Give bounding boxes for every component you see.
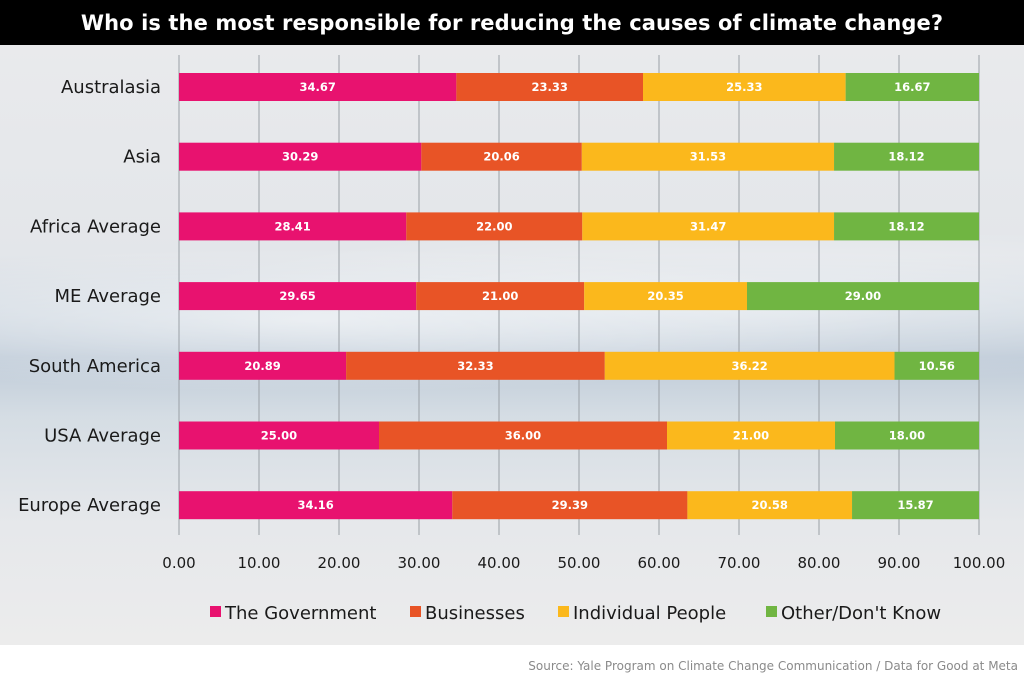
bar-segment (604, 351, 895, 380)
data-label: 10.56 (919, 359, 955, 373)
data-label: 31.53 (690, 150, 726, 164)
x-tick-label: 30.00 (398, 554, 441, 572)
legend-label: Businesses (425, 603, 525, 624)
x-tick-label: 10.00 (238, 554, 281, 572)
bar-segment (179, 491, 453, 520)
data-label: 23.33 (531, 80, 567, 94)
data-label: 18.12 (888, 150, 924, 164)
bar-segment (584, 282, 747, 311)
data-label: 15.87 (897, 498, 933, 512)
bar-segment (667, 421, 835, 450)
x-tick-label: 60.00 (638, 554, 681, 572)
data-label: 28.41 (274, 219, 310, 233)
bars: 34.67 23.33 25.33 16.67 30.29 20.06 31.53 18.12… (179, 73, 979, 520)
legend-swatch (766, 606, 777, 617)
x-tick-label: 0.00 (162, 554, 195, 572)
x-tick-label: 100.00 (953, 554, 1006, 572)
bar-segment (179, 351, 347, 380)
bar-segment (894, 351, 979, 380)
data-label: 21.00 (733, 429, 769, 443)
bar-segment (421, 142, 582, 171)
bar-segment (582, 212, 835, 241)
data-label: 16.67 (894, 80, 930, 94)
data-label: 29.65 (279, 289, 315, 303)
legend-swatch (410, 606, 421, 617)
bar-segment (379, 421, 667, 450)
data-label: 22.00 (476, 219, 512, 233)
data-label: 32.33 (457, 359, 493, 373)
legend-label: The Government (224, 603, 376, 624)
data-label: 18.00 (889, 429, 925, 443)
data-label: 31.47 (690, 219, 726, 233)
bar-segment (179, 282, 417, 311)
x-tick-label: 80.00 (798, 554, 841, 572)
x-tick-label: 40.00 (478, 554, 521, 572)
x-tick-label: 70.00 (718, 554, 761, 572)
data-label: 29.00 (845, 289, 881, 303)
category-label: South America (29, 356, 161, 377)
data-label: 25.33 (726, 80, 762, 94)
data-label: 20.35 (647, 289, 683, 303)
data-label: 34.16 (297, 498, 333, 512)
bar-segment (456, 73, 643, 101)
legend-swatch (558, 606, 569, 617)
data-label: 20.06 (483, 150, 519, 164)
bar-segment (416, 282, 585, 311)
legend-swatch (210, 606, 221, 617)
bar-segment (852, 491, 979, 520)
data-label: 25.00 (261, 429, 297, 443)
legend-label: Other/Don't Know (781, 603, 941, 624)
x-tick-label: 50.00 (558, 554, 601, 572)
bar-segment (179, 421, 379, 450)
data-label: 20.89 (244, 359, 280, 373)
bar-segment (643, 73, 846, 101)
data-label: 30.29 (282, 150, 318, 164)
data-label: 20.58 (752, 498, 788, 512)
category-label: Europe Average (18, 495, 161, 516)
bar-segment (179, 212, 407, 241)
data-label: 29.39 (552, 498, 588, 512)
bar-segment (834, 212, 979, 241)
x-axis-ticks: 0.00 10.00 20.00 30.00 40.00 50.00 60.00 70.00 8… (162, 554, 1005, 572)
category-label: Africa Average (30, 216, 161, 237)
category-label: USA Average (44, 426, 161, 447)
category-label: Australasia (61, 77, 161, 98)
bar-segment (747, 282, 979, 311)
data-label: 34.67 (299, 80, 335, 94)
bar-segment (834, 142, 979, 171)
category-label: Asia (123, 147, 161, 168)
bar-segment (346, 351, 605, 380)
category-label: ME Average (54, 286, 161, 307)
x-tick-label: 90.00 (878, 554, 921, 572)
data-label: 21.00 (482, 289, 518, 303)
bar-segment (581, 142, 835, 171)
bar-segment (845, 73, 979, 101)
source-note: Source: Yale Program on Climate Change C… (528, 659, 1018, 673)
bar-segment (406, 212, 583, 241)
legend: The Government Businesses Individual Peopl… (210, 603, 941, 624)
chart-title: Who is the most responsible for reducing… (0, 0, 1024, 45)
bar-segment (835, 421, 979, 450)
bar-segment (179, 142, 422, 171)
bar-segment (687, 491, 853, 520)
legend-label: Individual People (573, 603, 726, 624)
data-label: 36.22 (731, 359, 767, 373)
data-label: 36.00 (505, 429, 541, 443)
bar-segment (452, 491, 688, 520)
data-label: 18.12 (888, 219, 924, 233)
x-tick-label: 20.00 (318, 554, 361, 572)
bar-segment (179, 73, 457, 101)
category-labels: Australasia Asia Africa Average ME Average S… (18, 77, 161, 516)
